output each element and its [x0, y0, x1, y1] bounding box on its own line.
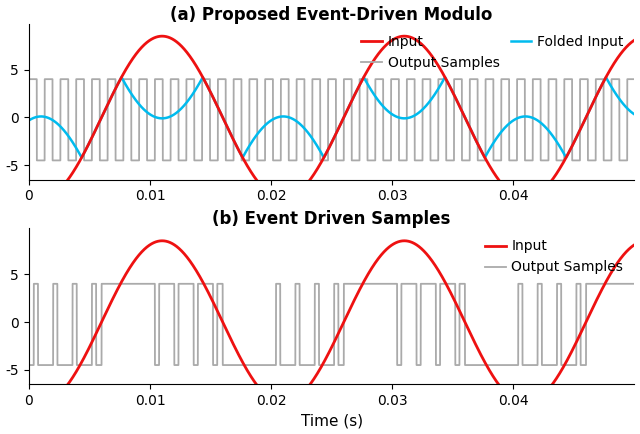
X-axis label: Time (s): Time (s): [301, 414, 363, 428]
Title: (b) Event Driven Samples: (b) Event Driven Samples: [212, 210, 451, 228]
Legend: Input, Output Samples: Input, Output Samples: [481, 235, 627, 279]
Title: (a) Proposed Event-Driven Modulo: (a) Proposed Event-Driven Modulo: [170, 6, 493, 23]
Legend: Input, Output Samples, Folded Input: Input, Output Samples, Folded Input: [357, 31, 627, 74]
